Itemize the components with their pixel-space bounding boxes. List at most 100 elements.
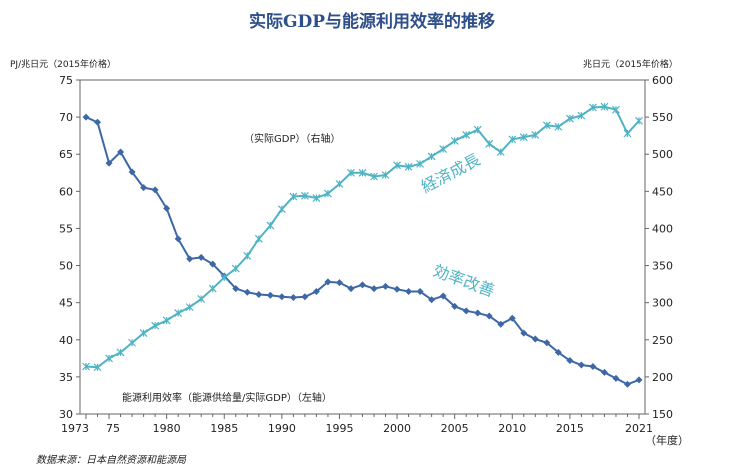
x-tick-label: 2010 [498, 422, 526, 435]
x-tick-label: 2005 [441, 422, 469, 435]
gdp-point [358, 168, 367, 177]
gdp-point [289, 192, 298, 201]
efficiency-point [589, 362, 597, 370]
gdp-point [254, 234, 263, 243]
efficiency-point [474, 309, 482, 317]
gdp-point [542, 121, 551, 130]
efficiency-point [128, 168, 136, 176]
gdp-point [531, 130, 540, 139]
gdp-point [243, 251, 252, 260]
gdp-point [93, 363, 102, 372]
efficiency-point [462, 307, 470, 315]
plot-area [79, 79, 646, 415]
efficiency-point [301, 293, 309, 301]
gdp-point [473, 125, 482, 134]
left-tick-label: 45 [59, 297, 73, 310]
efficiency-point [497, 320, 505, 328]
efficiency-point [140, 184, 148, 192]
left-tick-label: 70 [59, 111, 73, 124]
gdp-series-label: （实际GDP）（右轴） [244, 132, 340, 145]
right-tick-label: 500 [652, 148, 673, 161]
x-axis-unit: （年度） [645, 433, 689, 447]
series-layer [82, 102, 643, 388]
gdp-point [300, 191, 309, 200]
gdp-point [508, 135, 517, 144]
gdp-point [485, 139, 494, 148]
left-tick-label: 40 [59, 334, 73, 347]
chart-title: 实际GDP与能源利用效率的推移 [249, 11, 495, 32]
gdp-point [347, 168, 355, 177]
gdp-point [370, 172, 378, 181]
left-tick-label: 60 [59, 185, 73, 198]
gdp-point [612, 105, 620, 114]
efficiency-point [289, 293, 297, 301]
gdp-point [312, 194, 321, 202]
gdp-point [82, 362, 90, 371]
right-tick-label: 250 [652, 334, 673, 347]
efficiency-point [439, 292, 447, 300]
gdp-point [623, 129, 632, 138]
efficiency-point [347, 285, 355, 293]
gdp-point [496, 148, 505, 156]
right-tick-label: 400 [652, 222, 673, 235]
gdp-point [462, 130, 471, 139]
gdp-point [220, 273, 229, 282]
x-axis: 1973 75 1980 1985 1990 1995 2000 2005 2010 2015 20… [61, 414, 653, 435]
efficiency-point [174, 235, 182, 243]
gdp-point [635, 116, 643, 125]
gdp-point [565, 114, 574, 123]
gdp-point [277, 205, 286, 214]
efficiency-point [117, 148, 125, 156]
efficiency-point [531, 335, 539, 343]
x-tick-label: 2021 [625, 422, 653, 435]
efficiency-point [82, 113, 90, 121]
efficiency-point [635, 376, 643, 384]
gdp-line [85, 105, 640, 369]
right-axis-unit: 兆日元（2015年价格） [583, 58, 678, 70]
left-tick-label: 50 [59, 260, 73, 273]
source-note: 数据来源：日本自然资源和能源局 [36, 454, 187, 466]
gdp-point [162, 316, 171, 325]
gdp-point [577, 111, 586, 120]
efficiency-point [209, 260, 217, 268]
efficiency-point [232, 285, 240, 293]
efficiency-point [543, 339, 551, 347]
gdp-point [139, 329, 148, 338]
efficiency-point [382, 282, 390, 290]
efficiency-point [105, 159, 113, 167]
efficiency-point [428, 296, 436, 304]
gdp-point [128, 338, 137, 347]
gdp-point [151, 321, 160, 330]
efficiency-point [405, 288, 413, 296]
gdp-point [416, 159, 425, 168]
efficiency-point [370, 285, 378, 293]
gdp-point [208, 284, 217, 293]
efficiency-point [416, 288, 424, 296]
gdp-point [393, 161, 401, 170]
efficiency-point [554, 348, 562, 356]
x-tick-label: 75 [106, 422, 120, 435]
efficiency-point [197, 253, 205, 261]
efficiency-point [359, 281, 366, 289]
efficiency-point [278, 293, 286, 301]
efficiency-point [255, 291, 263, 299]
gdp-point [116, 348, 125, 357]
gdp-point [105, 354, 113, 363]
gdp-point [600, 102, 609, 111]
right-tick-label: 300 [652, 297, 673, 310]
efficiency-point [451, 302, 459, 310]
gdp-point [519, 133, 528, 142]
efficiency-point [566, 357, 574, 365]
gdp-point [185, 303, 194, 312]
left-tick-label: 35 [59, 371, 73, 384]
efficiency-line [85, 116, 640, 386]
right-tick-label: 450 [652, 185, 673, 198]
gdp-point [266, 221, 275, 230]
gdp-point [450, 136, 459, 145]
efficiency-point [520, 329, 528, 337]
right-tick-label: 350 [652, 260, 673, 273]
gdp-point [231, 264, 240, 273]
right-tick-label: 150 [652, 408, 673, 421]
efficiency-point [163, 204, 171, 212]
